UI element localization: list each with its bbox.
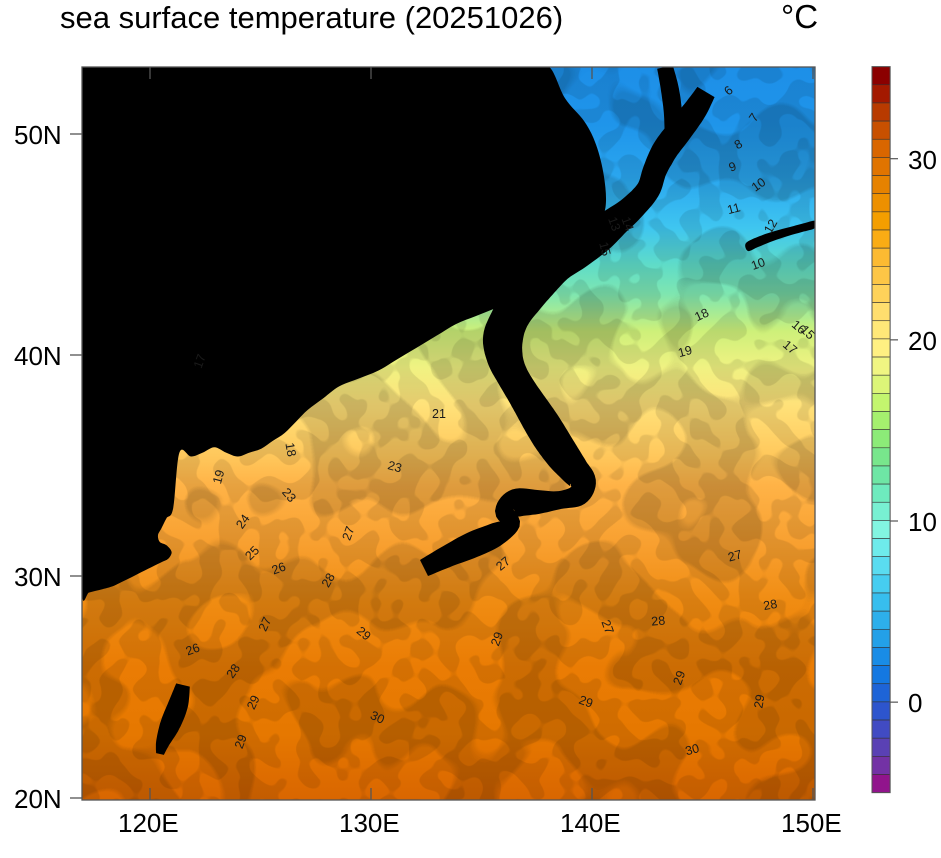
svg-text:28: 28 <box>651 613 666 628</box>
svg-text:29: 29 <box>751 693 767 709</box>
svg-text:28: 28 <box>762 597 778 613</box>
svg-text:18: 18 <box>282 442 298 458</box>
svg-text:21: 21 <box>432 407 446 421</box>
